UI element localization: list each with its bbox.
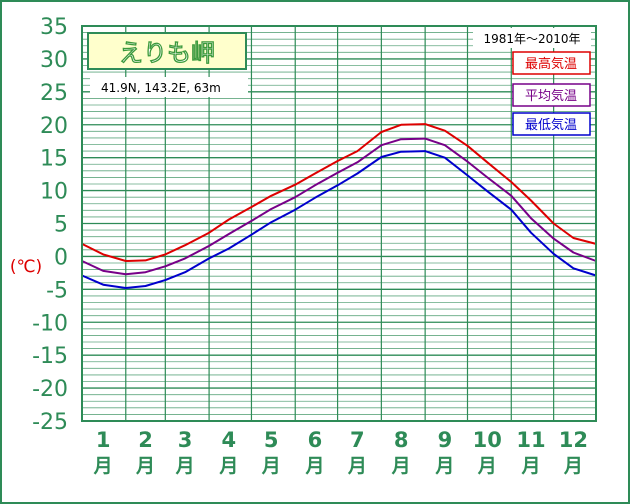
series-line bbox=[81, 123, 597, 262]
y-tick-label: 30 bbox=[40, 48, 68, 73]
series-lines bbox=[81, 123, 597, 289]
x-tick-unit: 月 bbox=[135, 455, 155, 477]
x-tick-unit: 月 bbox=[175, 455, 195, 477]
x-tick-label: 2 bbox=[138, 428, 153, 452]
title-box: えりも岬 bbox=[87, 32, 247, 70]
x-tick-unit: 月 bbox=[521, 455, 541, 477]
series-line bbox=[81, 137, 597, 276]
x-tick-label: 7 bbox=[350, 428, 365, 452]
location-text: 41.9N, 143.2E, 63m bbox=[101, 81, 221, 95]
y-tick-label: 15 bbox=[40, 147, 68, 172]
x-tick-unit: 月 bbox=[347, 455, 367, 477]
title-box-frame bbox=[87, 32, 247, 70]
y-tick-label: -10 bbox=[32, 311, 68, 336]
legend-item-label: 平均気温 bbox=[525, 88, 577, 104]
y-tick-label: 25 bbox=[40, 81, 68, 106]
x-tick-label: 4 bbox=[222, 428, 237, 452]
y-tick-label: 35 bbox=[40, 15, 68, 40]
y-tick-label: 20 bbox=[40, 114, 68, 139]
y-tick-label: -5 bbox=[46, 278, 68, 303]
y-tick-label: 5 bbox=[54, 213, 68, 238]
y-tick-label: 10 bbox=[40, 180, 68, 205]
y-tick-labels: 35 30 25 20 15 10 5 0 -5 -10 -15 -20 -25 bbox=[32, 15, 68, 435]
location-box: 41.9N, 143.2E, 63m bbox=[90, 77, 248, 97]
x-tick-unit: 月 bbox=[563, 455, 583, 477]
legend-item-frame bbox=[512, 112, 591, 136]
x-tick-unit: 月 bbox=[391, 455, 411, 477]
x-tick-unit: 月 bbox=[304, 455, 324, 477]
legend-item-label: 最低気温 bbox=[525, 117, 577, 133]
x-tick-label: 9 bbox=[438, 428, 453, 452]
period-text: 1981年〜2010年 bbox=[483, 32, 580, 46]
y-axis-label: (℃) bbox=[10, 257, 42, 277]
x-tick-unit: 月 bbox=[93, 455, 113, 477]
x-tick-label: 11 bbox=[516, 428, 545, 452]
y-tick-label: -20 bbox=[32, 377, 68, 402]
x-tick-label: 1 bbox=[96, 428, 111, 452]
y-tick-label: -25 bbox=[32, 410, 68, 435]
x-tick-label: 3 bbox=[178, 428, 193, 452]
period-box-frame bbox=[473, 28, 591, 48]
x-tick-label: 12 bbox=[559, 428, 588, 452]
series-line bbox=[81, 150, 597, 289]
x-tick-label: 6 bbox=[308, 428, 323, 452]
x-tick-unit: 月 bbox=[434, 455, 454, 477]
location-box-frame bbox=[90, 77, 248, 97]
plot-frame bbox=[81, 25, 597, 422]
period-box: 1981年〜2010年 bbox=[473, 28, 591, 48]
y-tick-label: -15 bbox=[32, 344, 68, 369]
y-tick-label: 0 bbox=[54, 245, 68, 270]
x-tick-label: 10 bbox=[473, 428, 502, 452]
legend-item-frame bbox=[512, 51, 591, 75]
legend-item-frame bbox=[512, 83, 591, 107]
x-tick-label: 5 bbox=[264, 428, 279, 452]
x-tick-unit: 月 bbox=[477, 455, 497, 477]
x-tick-label: 8 bbox=[394, 428, 409, 452]
x-tick-unit: 月 bbox=[218, 455, 238, 477]
x-tick-unit: 月 bbox=[261, 455, 281, 477]
chart-title: えりも岬 bbox=[119, 39, 215, 67]
legend-item-label: 最高気温 bbox=[525, 56, 577, 72]
